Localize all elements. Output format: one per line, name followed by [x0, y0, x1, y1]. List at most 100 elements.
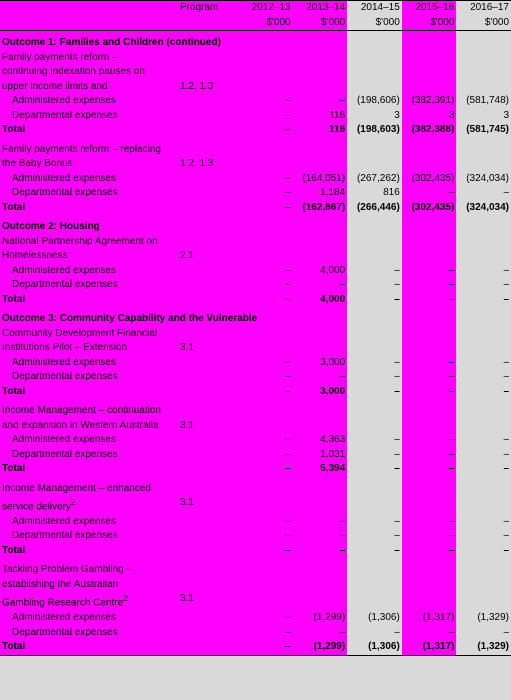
table-row-total: Total – 3,000 – – –: [0, 385, 511, 400]
cell-value: –: [456, 529, 511, 544]
cell-value: (198,603): [347, 123, 402, 138]
table-row-total: Total – (162,867) (266,446) (302,435) (3…: [0, 201, 511, 216]
cell-value: 3,000: [293, 356, 348, 371]
cell-value: –: [402, 515, 457, 530]
outcome-3-heading: Outcome 3: Community Capability and the …: [0, 307, 511, 327]
cell-value: –: [238, 448, 293, 463]
cell-value: –: [293, 370, 348, 385]
header-year: 2012–13: [238, 1, 293, 16]
cell-value: –: [456, 278, 511, 293]
cell-value: –: [347, 264, 402, 279]
item-program: 1.2, 1.3: [178, 80, 238, 95]
table-row: Departmental expenses – – – – –: [0, 626, 511, 641]
cell-value: –: [347, 293, 402, 308]
table-row: Administered expenses – 4,363 – – –: [0, 433, 511, 448]
item-label: Institutions Pilot – Extension: [0, 341, 178, 356]
header-year: 2016–17: [456, 1, 511, 16]
table-row: Departmental expenses – 1,184 816 – –: [0, 186, 511, 201]
table-row: Administered expenses – – – – –: [0, 515, 511, 530]
cell-value: –: [293, 626, 348, 641]
item-label: Family payments reform –: [0, 51, 178, 66]
header-program: Program: [178, 1, 238, 16]
total-label: Total: [0, 640, 178, 655]
cell-value: 116: [293, 123, 348, 138]
cell-value: 1,031: [293, 448, 348, 463]
table-row: Departmental expenses – 1,031 – – –: [0, 448, 511, 463]
cell-value: –: [238, 515, 293, 530]
item-label: continuing indexation pauses on: [0, 65, 178, 80]
cell-value: (1,317): [402, 640, 457, 655]
cell-value: –: [238, 172, 293, 187]
cell-value: –: [238, 370, 293, 385]
table-row: Administered expenses – (164,051) (267,2…: [0, 172, 511, 187]
header-year: 2015–16: [402, 1, 457, 16]
cell-value: (1,317): [402, 611, 457, 626]
cell-value: (581,745): [456, 123, 511, 138]
table-row: Gambling Research Centre2 3.1: [0, 592, 511, 611]
dept-exp-label: Departmental expenses: [0, 370, 178, 385]
cell-value: –: [238, 529, 293, 544]
cell-value: (382,391): [402, 94, 457, 109]
cell-value: –: [238, 544, 293, 559]
cell-value: –: [238, 462, 293, 477]
cell-value: –: [238, 611, 293, 626]
total-label: Total: [0, 544, 178, 559]
cell-value: –: [402, 433, 457, 448]
outcome-1-heading: Outcome 1: Families and Children (contin…: [0, 31, 511, 51]
cell-value: –: [402, 529, 457, 544]
header-unit: $'000: [238, 16, 293, 31]
cell-value: –: [456, 293, 511, 308]
cell-value: 3: [456, 109, 511, 124]
outcome-2-heading: Outcome 2: Housing: [0, 215, 511, 235]
cell-value: 1,184: [293, 186, 348, 201]
cell-value: –: [402, 448, 457, 463]
cell-value: 5,394: [293, 462, 348, 477]
table-row-total: Total – (1,299) (1,306) (1,317) (1,329): [0, 640, 511, 655]
admin-exp-label: Administered expenses: [0, 172, 178, 187]
cell-value: (302,435): [402, 172, 457, 187]
cell-value: –: [456, 264, 511, 279]
cell-value: –: [347, 385, 402, 400]
item-label: Tackling Problem Gambling –: [0, 558, 178, 578]
table-row: Departmental expenses – – – – –: [0, 278, 511, 293]
cell-value: –: [238, 278, 293, 293]
cell-value: –: [402, 278, 457, 293]
cell-value: –: [347, 626, 402, 641]
cell-value: –: [456, 515, 511, 530]
cell-value: (324,034): [456, 201, 511, 216]
cell-value: –: [347, 356, 402, 371]
cell-value: –: [402, 370, 457, 385]
table-row-total: Total – – – – –: [0, 544, 511, 559]
item-label: service delivery2: [0, 496, 178, 515]
table-row: Departmental expenses – 116 3 3 3: [0, 109, 511, 124]
item-label: Homelessness: [0, 249, 178, 264]
cell-value: –: [293, 278, 348, 293]
item-label: and expansion in Western Australia: [0, 419, 178, 434]
table-row: National Partnership Agreement on: [0, 235, 511, 250]
cell-value: –: [456, 186, 511, 201]
table-row-total: Total – 5,394 – – –: [0, 462, 511, 477]
table-row: Departmental expenses – – – – –: [0, 529, 511, 544]
item-label: establishing the Australian: [0, 578, 178, 593]
cell-value: –: [402, 385, 457, 400]
cell-value: –: [238, 123, 293, 138]
cell-value: –: [456, 370, 511, 385]
cell-value: (164,051): [293, 172, 348, 187]
dept-exp-label: Departmental expenses: [0, 529, 178, 544]
cell-value: 3,000: [293, 385, 348, 400]
cell-value: (581,748): [456, 94, 511, 109]
dept-exp-label: Departmental expenses: [0, 448, 178, 463]
financials-table: Program 2012–13 2013–14 2014–15 2015–16 …: [0, 0, 511, 656]
total-label: Total: [0, 385, 178, 400]
table-row: service delivery2 3.1: [0, 496, 511, 515]
cell-value: –: [238, 385, 293, 400]
outcome-2-title: Outcome 2: Housing: [0, 215, 238, 235]
header-unit: $'000: [347, 16, 402, 31]
header-unit: $'000: [456, 16, 511, 31]
total-label: Total: [0, 462, 178, 477]
cell-value: (1,306): [347, 611, 402, 626]
cell-value: –: [293, 94, 348, 109]
admin-exp-label: Administered expenses: [0, 433, 178, 448]
item-label: Community Development Financial: [0, 327, 178, 342]
table-row: Administered expenses – – (198,606) (382…: [0, 94, 511, 109]
